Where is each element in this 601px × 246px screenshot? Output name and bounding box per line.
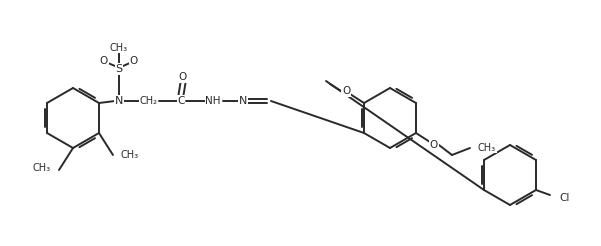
Text: CH₃: CH₃: [478, 143, 496, 153]
Text: O: O: [179, 72, 187, 82]
Text: CH₃: CH₃: [33, 163, 51, 173]
Text: O: O: [342, 86, 350, 96]
Text: CH₃: CH₃: [121, 150, 139, 160]
Text: O: O: [130, 56, 138, 66]
Text: CH₂: CH₂: [140, 96, 158, 106]
Text: N: N: [115, 96, 123, 106]
Text: S: S: [115, 64, 123, 74]
Text: C: C: [177, 96, 185, 106]
Text: NH: NH: [205, 96, 221, 106]
Text: N: N: [239, 96, 247, 106]
Text: O: O: [430, 140, 438, 150]
Text: CH₃: CH₃: [110, 43, 128, 53]
Text: Cl: Cl: [559, 193, 569, 203]
Text: O: O: [100, 56, 108, 66]
